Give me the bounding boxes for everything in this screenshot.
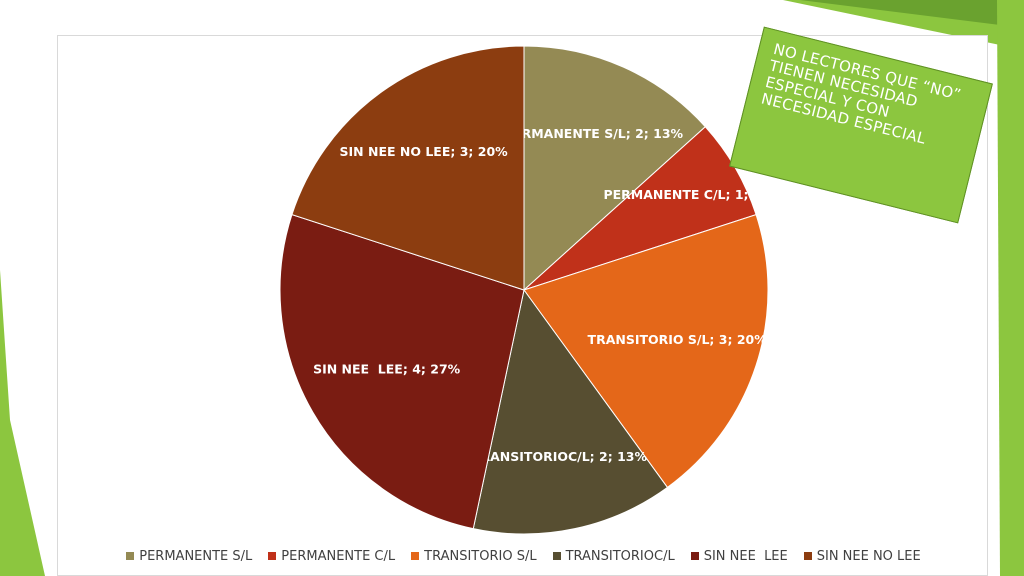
data-label-0: PERMANENTE S/L; 2; 13% bbox=[504, 126, 684, 141]
pie-slice-4 bbox=[279, 213, 525, 530]
legend-item-1: PERMANENTE C/L bbox=[268, 549, 395, 564]
legend-swatch bbox=[803, 552, 812, 560]
pie-slice-3 bbox=[472, 288, 669, 535]
legend-label: TRANSITORIO S/L bbox=[424, 548, 537, 564]
legend-item-5: SIN NEE NO LEE bbox=[803, 548, 921, 564]
legend-swatch bbox=[552, 552, 561, 560]
legend-swatch bbox=[690, 552, 699, 560]
pie-chart: PERMANENTE S/L; 2; 13% PERMANENTE C/L; 1;… bbox=[279, 45, 775, 535]
legend-label: SIN NEE LEE bbox=[703, 548, 788, 564]
legend-swatch bbox=[126, 552, 135, 560]
green-accent-shape bbox=[800, 0, 1000, 25]
legend-label: PERMANENTE C/L bbox=[281, 548, 396, 564]
legend-item-2: TRANSITORIO S/L bbox=[411, 548, 537, 564]
pie-slice-5 bbox=[291, 45, 525, 291]
legend-item-3: TRANSITORIOC/L bbox=[552, 548, 675, 564]
data-label-2: TRANSITORIO S/L; 3; 20% bbox=[588, 332, 768, 347]
green-accent-shape bbox=[997, 0, 1024, 576]
data-label-5: SIN NEE NO LEE; 3; 20% bbox=[340, 144, 509, 159]
pie-slice-0 bbox=[523, 45, 707, 292]
legend-label: TRANSITORIOC/L bbox=[565, 548, 675, 564]
chart-legend: PERMANENTE S/L PERMANENTE C/L TRANSITORIO … bbox=[58, 544, 989, 568]
legend-swatch bbox=[411, 552, 420, 560]
green-accent-shape bbox=[0, 270, 45, 576]
data-label-3: TRANSITORIOC/L; 2; 13% bbox=[472, 449, 647, 464]
data-label-4: SIN NEE LEE; 4; 27% bbox=[313, 361, 461, 376]
legend-item-4: SIN NEE LEE bbox=[690, 548, 788, 564]
legend-label: SIN NEE NO LEE bbox=[816, 548, 921, 564]
pie-slice-2 bbox=[523, 213, 769, 489]
legend-swatch bbox=[268, 552, 277, 560]
legend-item-0: PERMANENTE S/L bbox=[126, 549, 252, 564]
data-label-1: PERMANENTE C/L; 1; 7% bbox=[603, 187, 774, 202]
chart-panel: PERMANENTE S/L; 2; 13% PERMANENTE C/L; 1;… bbox=[57, 35, 988, 576]
legend-label: PERMANENTE S/L bbox=[139, 548, 253, 564]
